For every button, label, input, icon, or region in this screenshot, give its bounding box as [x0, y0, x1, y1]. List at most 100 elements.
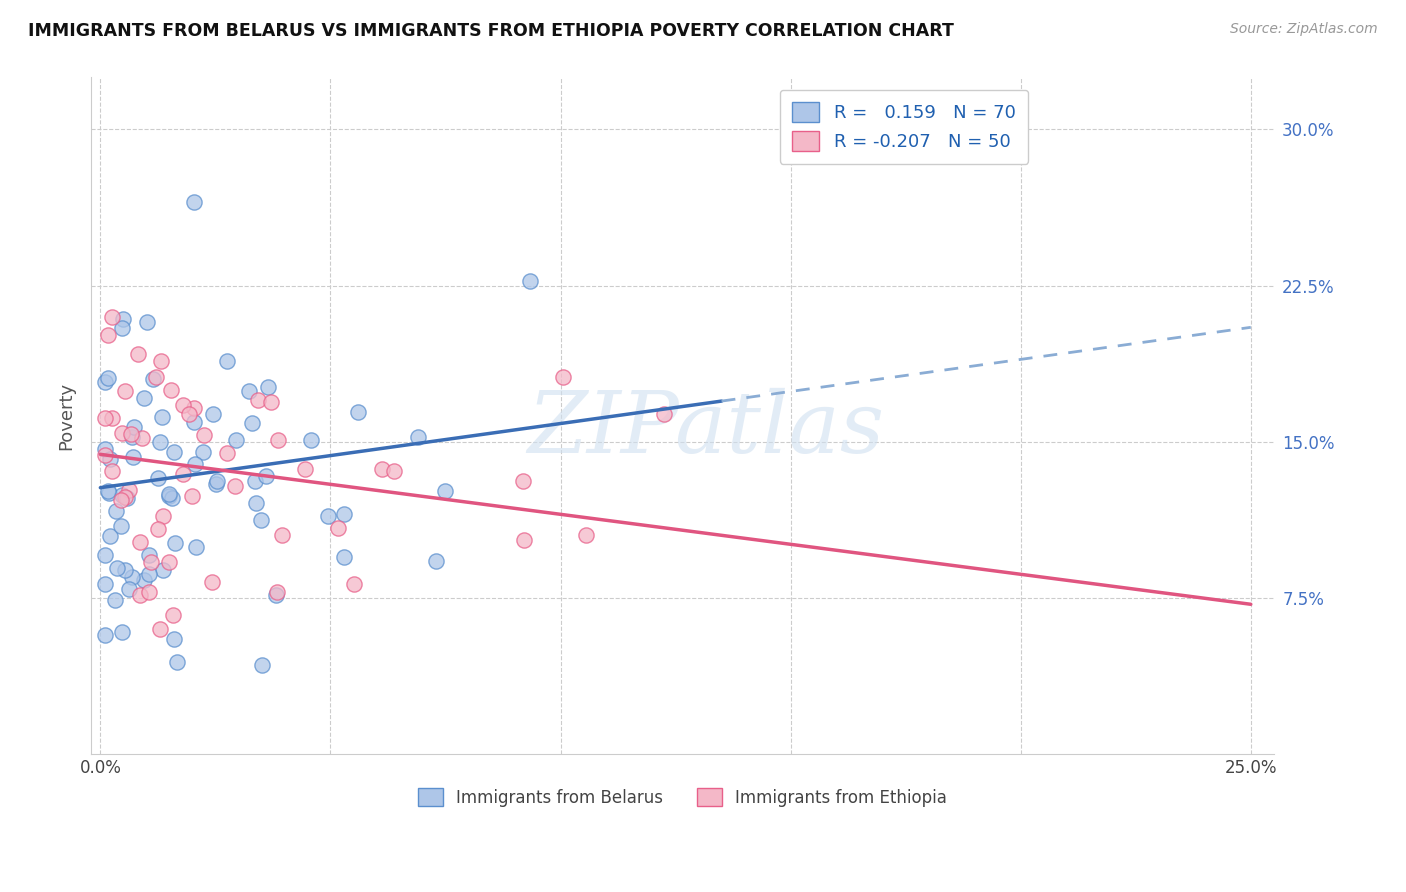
Point: [110, 518, 132, 533]
Point: [201, 407, 224, 421]
Point: [238, 384, 260, 398]
Point: [98, 452, 121, 467]
Point: [243, 474, 266, 488]
Point: [166, 655, 188, 669]
Point: [294, 461, 316, 475]
Point: [157, 555, 180, 569]
Point: [117, 582, 139, 596]
Point: [193, 427, 215, 442]
Point: [146, 522, 169, 536]
Point: [94, 548, 117, 562]
Point: [121, 570, 143, 584]
Point: [215, 445, 238, 459]
Point: [128, 588, 150, 602]
Point: [114, 491, 136, 505]
Point: [183, 416, 205, 430]
Point: [94, 628, 117, 642]
Point: [97, 371, 120, 385]
Point: [122, 450, 145, 465]
Text: Source: ZipAtlas.com: Source: ZipAtlas.com: [1230, 22, 1378, 37]
Point: [224, 479, 246, 493]
Point: [157, 489, 180, 503]
Point: [120, 426, 142, 441]
Point: [132, 573, 155, 587]
Point: [191, 445, 214, 459]
Text: IMMIGRANTS FROM BELARUS VS IMMIGRANTS FROM ETHIOPIA POVERTY CORRELATION CHART: IMMIGRANTS FROM BELARUS VS IMMIGRANTS FR…: [28, 22, 955, 40]
Point: [94, 442, 117, 456]
Point: [172, 398, 194, 412]
Point: [110, 426, 132, 441]
Point: [141, 371, 163, 385]
Point: [332, 549, 354, 564]
Point: [254, 469, 277, 483]
Point: [128, 535, 150, 549]
Point: [114, 563, 136, 577]
Point: [112, 312, 135, 326]
Point: [181, 490, 204, 504]
Point: [382, 464, 405, 478]
Point: [575, 528, 598, 542]
Point: [152, 564, 174, 578]
Point: [371, 462, 394, 476]
Point: [127, 347, 149, 361]
Point: [256, 379, 278, 393]
Point: [114, 384, 136, 399]
Point: [553, 369, 575, 384]
Point: [122, 420, 145, 434]
Point: [260, 394, 283, 409]
Point: [652, 407, 675, 421]
Point: [162, 607, 184, 622]
Point: [299, 433, 322, 447]
Point: [138, 548, 160, 562]
Point: [145, 369, 167, 384]
Point: [172, 467, 194, 481]
Point: [131, 431, 153, 445]
Point: [246, 393, 269, 408]
Point: [111, 488, 134, 502]
Point: [163, 444, 186, 458]
Point: [271, 528, 294, 542]
Point: [98, 486, 121, 500]
Point: [225, 433, 247, 447]
Point: [135, 315, 157, 329]
Point: [110, 321, 132, 335]
Point: [250, 513, 273, 527]
Point: [245, 496, 267, 510]
Point: [97, 483, 120, 498]
Point: [97, 327, 120, 342]
Point: [117, 483, 139, 497]
Point: [183, 401, 205, 416]
Point: [138, 566, 160, 581]
Point: [149, 622, 172, 636]
Point: [111, 624, 134, 639]
Legend: Immigrants from Belarus, Immigrants from Ethiopia: Immigrants from Belarus, Immigrants from…: [412, 781, 953, 814]
Point: [162, 491, 184, 505]
Point: [425, 554, 447, 568]
Point: [138, 584, 160, 599]
Point: [252, 658, 274, 673]
Point: [183, 195, 205, 210]
Point: [105, 504, 128, 518]
Point: [343, 577, 366, 591]
Point: [406, 430, 429, 444]
Point: [184, 540, 207, 554]
Point: [163, 632, 186, 647]
Point: [104, 593, 127, 607]
Point: [205, 477, 228, 491]
Point: [266, 585, 288, 599]
Point: [266, 434, 288, 448]
Point: [105, 560, 128, 574]
Point: [240, 416, 263, 430]
Point: [146, 471, 169, 485]
Point: [94, 375, 117, 389]
Point: [316, 509, 339, 524]
Point: [132, 392, 155, 406]
Point: [519, 274, 541, 288]
Point: [264, 588, 287, 602]
Point: [163, 535, 186, 549]
Point: [94, 448, 117, 462]
Point: [328, 520, 350, 534]
Point: [513, 533, 536, 548]
Point: [150, 410, 173, 425]
Point: [332, 507, 354, 521]
